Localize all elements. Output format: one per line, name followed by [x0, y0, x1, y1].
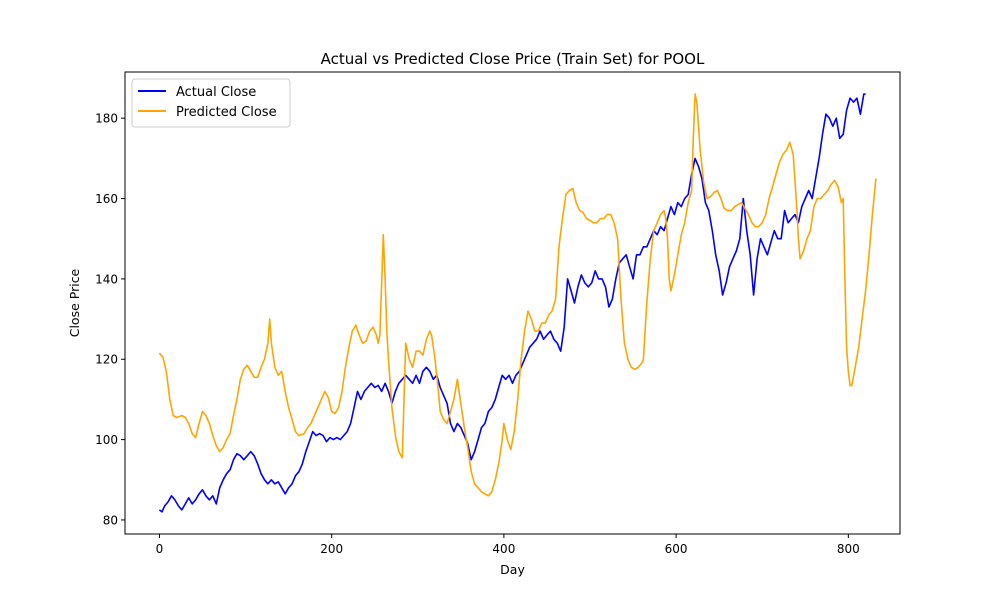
y-tick-label: 80	[103, 513, 118, 527]
y-axis: 80 100 120 140 160 180	[95, 112, 125, 527]
legend: Actual Close Predicted Close	[131, 78, 291, 128]
y-tick-label: 160	[95, 192, 118, 206]
x-tick-label: 600	[665, 542, 688, 556]
y-axis-label: Close Price	[67, 268, 82, 337]
x-tick-label: 0	[156, 542, 164, 556]
y-tick-label: 180	[95, 112, 118, 126]
x-tick-label: 400	[492, 542, 515, 556]
plot-area	[158, 93, 877, 513]
plot-frame	[124, 71, 901, 535]
legend-label-actual: Actual Close	[176, 85, 256, 100]
y-tick-label: 100	[95, 433, 118, 447]
y-tick-label: 120	[95, 353, 118, 367]
series-line-actual	[158, 93, 866, 513]
series-line-predicted	[158, 93, 877, 497]
x-axis-label: Day	[500, 562, 525, 577]
legend-label-predicted: Predicted Close	[176, 105, 277, 120]
x-axis: 0 200 400 600 800	[156, 534, 860, 556]
x-tick-label: 800	[837, 542, 860, 556]
legend-box	[131, 78, 291, 128]
x-tick-label: 200	[320, 542, 343, 556]
y-tick-label: 140	[95, 272, 118, 286]
chart-title: Actual vs Predicted Close Price (Train S…	[321, 50, 705, 68]
